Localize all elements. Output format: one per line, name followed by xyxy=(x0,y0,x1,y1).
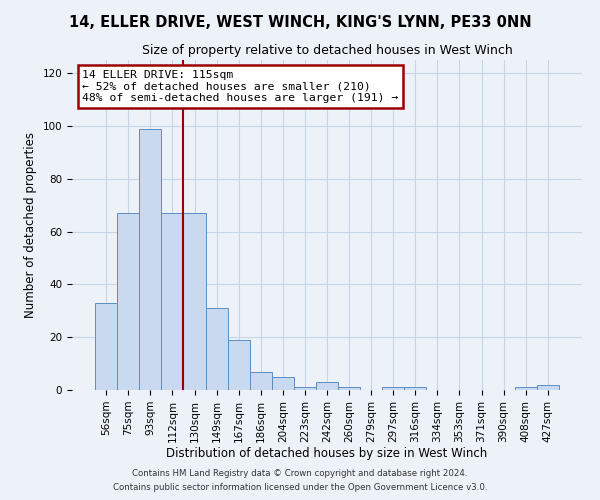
Bar xyxy=(184,213,206,390)
Bar xyxy=(382,388,404,390)
Bar xyxy=(227,340,250,390)
Bar xyxy=(206,308,227,390)
Bar xyxy=(294,388,316,390)
Text: Contains HM Land Registry data © Crown copyright and database right 2024.: Contains HM Land Registry data © Crown c… xyxy=(132,468,468,477)
Bar xyxy=(139,128,161,390)
X-axis label: Distribution of detached houses by size in West Winch: Distribution of detached houses by size … xyxy=(166,448,488,460)
Text: Contains public sector information licensed under the Open Government Licence v3: Contains public sector information licen… xyxy=(113,484,487,492)
Bar xyxy=(404,388,427,390)
Text: 14, ELLER DRIVE, WEST WINCH, KING'S LYNN, PE33 0NN: 14, ELLER DRIVE, WEST WINCH, KING'S LYNN… xyxy=(68,15,532,30)
Bar xyxy=(316,382,338,390)
Bar xyxy=(515,388,537,390)
Bar xyxy=(161,213,184,390)
Bar xyxy=(338,388,360,390)
Bar xyxy=(537,384,559,390)
Bar xyxy=(250,372,272,390)
Y-axis label: Number of detached properties: Number of detached properties xyxy=(24,132,37,318)
Bar xyxy=(95,303,117,390)
Text: 14 ELLER DRIVE: 115sqm
← 52% of detached houses are smaller (210)
48% of semi-de: 14 ELLER DRIVE: 115sqm ← 52% of detached… xyxy=(82,70,398,103)
Bar xyxy=(117,213,139,390)
Bar xyxy=(272,377,294,390)
Title: Size of property relative to detached houses in West Winch: Size of property relative to detached ho… xyxy=(142,44,512,58)
